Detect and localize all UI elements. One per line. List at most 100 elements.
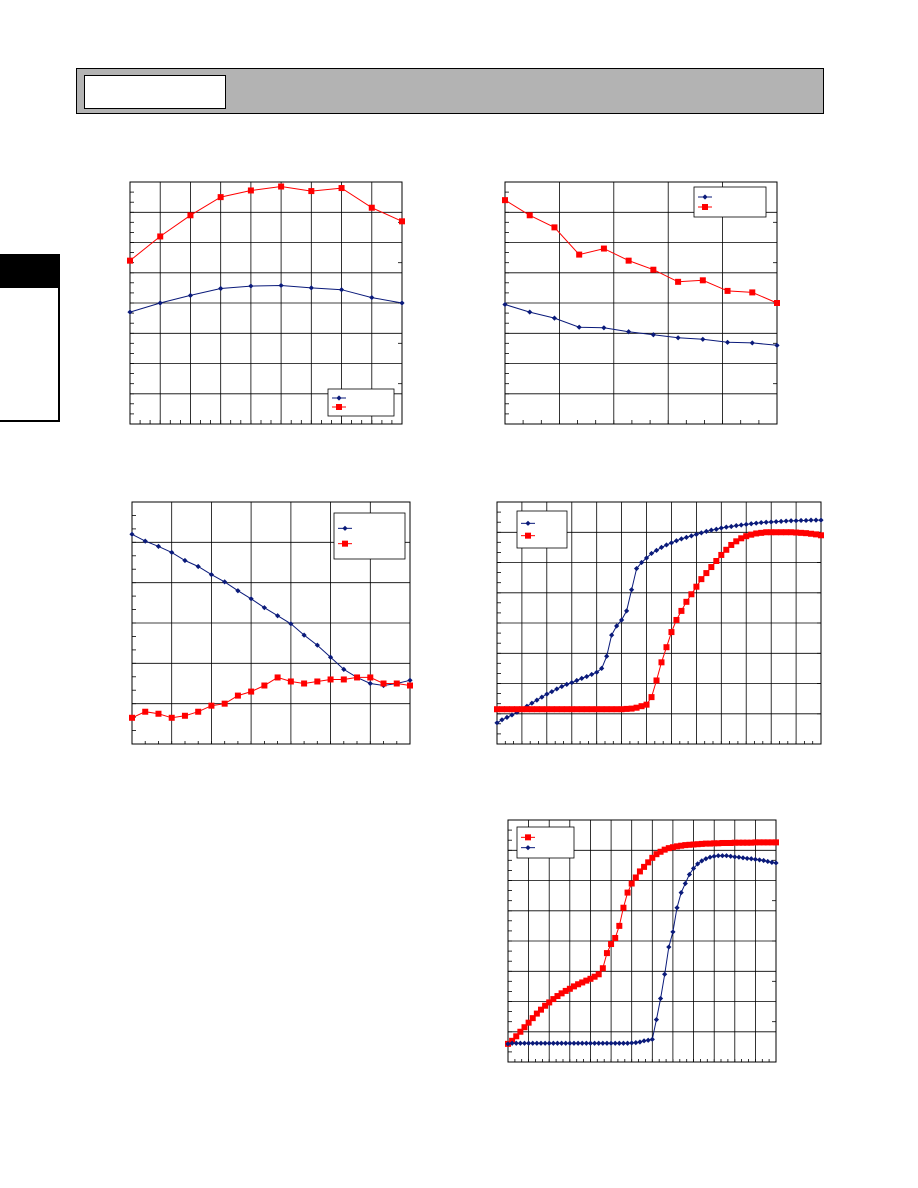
series-1-point bbox=[546, 999, 553, 1006]
series-1-point bbox=[517, 1028, 524, 1035]
series-1-point bbox=[525, 1019, 532, 1026]
series-2-point bbox=[530, 1040, 536, 1046]
series-1-point bbox=[760, 839, 767, 846]
series-1-point bbox=[773, 839, 779, 846]
series-1-point bbox=[752, 839, 759, 846]
series-1-point bbox=[735, 839, 742, 846]
header-title-box bbox=[84, 75, 226, 109]
series-1-point bbox=[612, 934, 619, 941]
series-2-point bbox=[142, 708, 149, 715]
series-1-point bbox=[728, 523, 734, 530]
series-2-point bbox=[558, 706, 565, 713]
series-2-point bbox=[301, 680, 308, 687]
series-2-point bbox=[575, 1040, 581, 1046]
series-1-point bbox=[187, 292, 194, 299]
series-2-point bbox=[708, 564, 715, 571]
series-line-2 bbox=[504, 199, 778, 304]
series-1-point bbox=[499, 717, 505, 723]
series-1-point bbox=[645, 859, 652, 866]
series-2-point bbox=[798, 529, 805, 536]
series-2-point bbox=[157, 233, 164, 240]
legend-marker-1 bbox=[702, 194, 708, 200]
series-1-point bbox=[182, 557, 188, 564]
series-2-point bbox=[543, 706, 550, 713]
series-1-point bbox=[583, 977, 590, 984]
series-2-point bbox=[546, 1040, 552, 1046]
series-1-point bbox=[707, 840, 714, 847]
series-2-point bbox=[718, 551, 725, 558]
series-2-point bbox=[698, 576, 705, 583]
legend-marker-1 bbox=[342, 525, 348, 531]
series-1-point bbox=[719, 839, 726, 846]
series-1-point bbox=[222, 579, 228, 585]
series-2-point bbox=[287, 678, 294, 685]
series-2-point bbox=[788, 529, 795, 536]
series-1-point bbox=[763, 519, 769, 525]
series-1-point bbox=[703, 528, 709, 534]
series-1-point bbox=[748, 521, 754, 527]
series-2-point bbox=[612, 1040, 618, 1046]
legend-box bbox=[516, 510, 568, 549]
series-2-point bbox=[308, 188, 315, 195]
series-2-point bbox=[538, 1040, 544, 1046]
series-2-point bbox=[596, 1040, 602, 1046]
series-1-point bbox=[694, 841, 701, 848]
series-1-point bbox=[570, 983, 577, 990]
series-2-point bbox=[526, 1040, 532, 1046]
series-1-point bbox=[513, 1033, 520, 1040]
series-2-point bbox=[505, 1041, 511, 1047]
series-1-point bbox=[764, 839, 771, 846]
series-2-point bbox=[773, 529, 780, 536]
series-2-point bbox=[563, 706, 570, 713]
series-1-point bbox=[537, 1006, 544, 1013]
series-1-point bbox=[768, 519, 774, 525]
series-2-point bbox=[591, 1040, 598, 1046]
series-1-point bbox=[575, 981, 582, 988]
series-1-point bbox=[744, 839, 751, 846]
series-2-point bbox=[678, 607, 685, 614]
series-2-point bbox=[261, 682, 268, 689]
series-1-point bbox=[690, 841, 697, 848]
series-1-point bbox=[608, 941, 615, 948]
series-1-point bbox=[682, 842, 689, 849]
series-1-point bbox=[562, 987, 569, 994]
series-2-point bbox=[629, 1040, 635, 1046]
series-2-point bbox=[645, 1037, 651, 1043]
series-2-point bbox=[571, 1040, 577, 1046]
series-2-point bbox=[608, 706, 615, 713]
legend bbox=[516, 826, 575, 859]
series-line-1 bbox=[504, 304, 778, 346]
series-2-point bbox=[628, 705, 635, 712]
series-1-point bbox=[738, 522, 744, 528]
series-1-point bbox=[533, 1010, 540, 1017]
series-2-point bbox=[551, 224, 558, 231]
series-1-point bbox=[529, 1015, 536, 1022]
series-2-point bbox=[568, 706, 575, 713]
series-2-point bbox=[548, 706, 555, 713]
series-1-point bbox=[715, 840, 722, 847]
series-2-point bbox=[778, 529, 785, 536]
section-header-bar bbox=[76, 68, 824, 114]
series-2-point bbox=[715, 853, 721, 859]
legend bbox=[333, 512, 406, 560]
series-2-point bbox=[498, 706, 505, 713]
series-2-point bbox=[528, 706, 535, 713]
series-2-point bbox=[567, 1040, 573, 1046]
series-2-point bbox=[673, 616, 680, 623]
series-2-point bbox=[278, 183, 285, 190]
series-1-point bbox=[591, 973, 598, 980]
series-1-point bbox=[504, 714, 510, 720]
series-2-point bbox=[338, 185, 345, 192]
series-2-point bbox=[559, 1040, 565, 1046]
series-1-point bbox=[674, 843, 681, 850]
series-1-point bbox=[756, 839, 763, 846]
series-2-point bbox=[765, 858, 771, 865]
series-2-point bbox=[393, 680, 400, 687]
series-2-point bbox=[340, 676, 347, 683]
series-1-point bbox=[665, 845, 672, 852]
series-2-point bbox=[181, 712, 188, 719]
series-1-point bbox=[554, 993, 561, 1000]
chart-4 bbox=[494, 501, 824, 745]
series-1-point bbox=[743, 521, 749, 527]
series-1-point bbox=[686, 841, 693, 848]
